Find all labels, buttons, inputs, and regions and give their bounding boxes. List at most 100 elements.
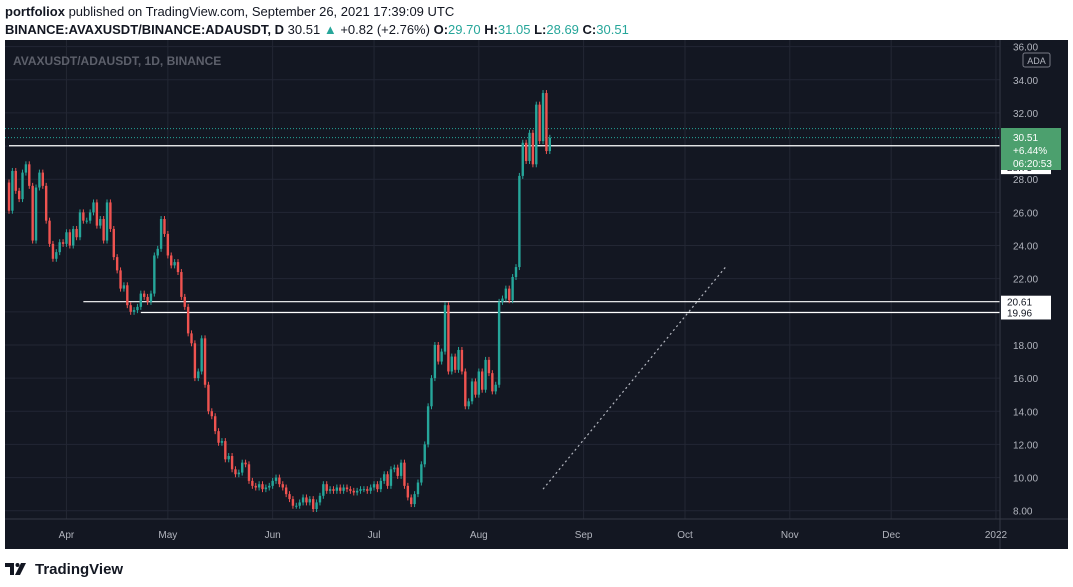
candle [372,481,376,491]
ohlc-line: BINANCE:AVAXUSDT/BINANCE:ADAUSDT, D 30.5… [5,22,629,37]
candle [176,259,180,276]
candle-body [376,484,379,490]
candle-body [105,202,109,241]
candle [389,466,393,489]
candle-body [514,267,518,278]
price-axis-bg[interactable] [1000,40,1068,549]
candle [99,216,102,229]
candle [362,486,366,493]
candle-body [241,462,244,473]
candle [288,491,291,503]
candle [450,353,453,375]
candle-body [122,285,126,289]
candle [210,408,213,420]
price-chart[interactable]: AVAXUSDT/ADAUSDT, 1D, BINANCE 8.00 10.00 1… [5,40,1068,549]
candle [105,199,109,244]
candle [335,484,339,494]
publisher-line: portfoliox published on TradingView.com,… [5,4,454,19]
candle-body [457,349,460,370]
candle [200,335,203,375]
candle-body [474,381,477,395]
candle-body [102,219,105,241]
candle-body [504,288,508,299]
candle-body [477,371,481,395]
candle-body [315,502,318,510]
candle [355,487,359,496]
candle [281,481,284,491]
candle [518,172,521,271]
candle-body [95,202,99,226]
candle [487,356,491,377]
candle [224,438,227,463]
candle-body [207,384,210,412]
candle [352,487,355,496]
candle-body [443,305,447,352]
candle [170,252,173,269]
candle-body [180,272,183,297]
candle-body [281,484,284,488]
time-axis-bg[interactable] [5,519,1068,549]
candle [548,134,551,155]
candle [149,290,153,305]
candle [55,249,58,262]
candle [213,413,217,435]
candle-body [318,495,322,503]
candle-body [284,487,288,495]
candle-body [11,170,14,211]
candle-body [433,344,437,379]
tradingview-logo[interactable]: TradingView [5,559,123,579]
candle-body [295,505,298,507]
candle [399,459,403,479]
candle [143,290,146,300]
candle [241,459,244,476]
candle-body [17,190,21,200]
close-value: 30.51 [596,22,629,37]
candle [491,370,494,395]
candle-body [247,464,251,481]
candle-body [112,228,115,258]
candle-body [213,416,217,432]
candle [230,453,234,473]
candle [41,169,44,189]
candle-body [24,164,28,173]
candle-body [227,456,230,460]
author-name[interactable]: portfoliox [5,4,65,19]
candle-body [524,142,528,161]
chart-panel[interactable]: AVAXUSDT/ADAUSDT, 1D, BINANCE 8.00 10.00 1… [5,40,1068,549]
candle-body [399,462,403,476]
candle [416,479,420,498]
candle [11,167,14,214]
candle-body [426,406,430,445]
candle-body [210,411,213,417]
candle [531,129,535,168]
high-value: 31.05 [497,22,531,37]
candle-body [251,480,254,486]
candle-body [355,490,359,493]
candle-body [518,175,521,268]
candle-body [176,262,180,273]
candle-body [464,371,467,407]
candle [521,139,524,179]
y-tick-label: 12.00 [1013,440,1038,451]
candle-body [220,441,224,443]
candle-body [403,462,406,486]
candle-body [484,359,487,390]
x-tick-label: Nov [781,530,799,541]
candle-body [173,262,176,266]
candle-body [203,338,207,385]
candle-body [325,484,328,491]
candle [31,182,34,244]
candle [305,494,308,506]
candle [322,481,325,499]
x-tick-label: May [158,530,177,541]
level-badge-label: 19.96 [1007,308,1032,319]
candle [197,368,200,382]
candle-body [78,212,82,238]
candle [28,161,31,189]
candle [481,368,484,393]
candle-body [48,220,51,244]
candle-body [423,444,426,465]
candle-body [197,371,200,379]
candle-body [379,480,382,490]
candle [403,459,406,489]
